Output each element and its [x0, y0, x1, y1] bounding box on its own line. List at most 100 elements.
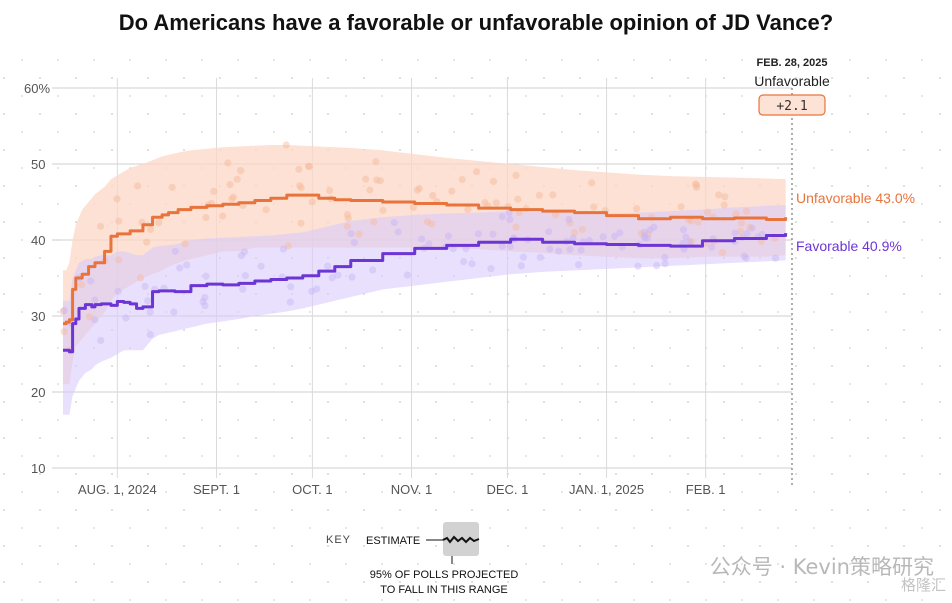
favorable-poll-dot	[569, 234, 577, 242]
unfavorable-poll-dot	[746, 223, 754, 231]
favorable-poll-dot	[661, 260, 669, 268]
unfavorable-poll-dot	[694, 218, 702, 226]
favorable-poll-dot	[257, 262, 265, 270]
legend-key: KEY ESTIMATE 95% OF POLLS PROJECTED TO F…	[326, 522, 518, 596]
unfavorable-poll-dot	[96, 222, 105, 230]
favorable-poll-dot	[517, 262, 525, 270]
favorable-poll-dot	[707, 243, 716, 251]
favorable-poll-dot	[60, 306, 68, 314]
favorable-poll-dot	[334, 271, 342, 279]
unfavorable-poll-dot	[692, 181, 701, 189]
unfavorable-poll-dot	[721, 193, 729, 201]
unfavorable-poll-dot	[297, 219, 305, 227]
favorable-poll-dot	[348, 273, 356, 281]
unfavorable-poll-dot	[228, 195, 236, 203]
favorable-poll-dot	[237, 251, 246, 260]
unfavorable-poll-dot	[59, 308, 67, 316]
favorable-poll-dot	[474, 230, 482, 238]
favorable-poll-dot	[487, 265, 495, 273]
unfavorable-poll-dot	[687, 217, 696, 225]
favorable-poll-dot	[176, 264, 184, 272]
favorable-poll-dot	[347, 230, 355, 238]
unfavorable-poll-dot	[549, 191, 557, 199]
unfavorable-poll-dot	[481, 199, 489, 207]
favorable-poll-dot	[758, 230, 766, 238]
favorable-poll-dot	[460, 257, 468, 266]
unfavorable-poll-dot	[588, 179, 596, 187]
x-tick-label: FEB. 1	[686, 482, 726, 497]
unfavorable-poll-dot	[429, 191, 437, 200]
unfavorable-poll-dot	[155, 219, 163, 227]
unfavorable-end-label: Unfavorable 43.0%	[796, 190, 915, 206]
unfavorable-poll-dot	[344, 214, 352, 222]
unfavorable-poll-dot	[343, 210, 352, 219]
unfavorable-poll-dot	[362, 175, 370, 183]
favorable-poll-dot	[743, 229, 751, 238]
marker-date: FEB. 28, 2025	[757, 57, 828, 69]
favorable-poll-dot	[286, 298, 294, 306]
favorable-poll-dot	[183, 261, 191, 269]
unfavorable-poll-dot	[687, 237, 695, 246]
confidence-bands	[63, 145, 786, 415]
y-tick-label: 60%	[24, 81, 50, 96]
favorable-poll-dot	[748, 224, 756, 232]
favorable-poll-dot	[685, 238, 694, 246]
y-tick-label: 50	[31, 157, 45, 172]
x-tick-label: NOV. 1	[391, 482, 432, 497]
favorable-poll-dot	[565, 215, 573, 224]
unfavorable-poll-dot	[343, 222, 351, 230]
favorable-poll-dot	[114, 287, 122, 295]
favorable-poll-dot	[653, 262, 661, 270]
y-tick-label: 30	[31, 309, 45, 324]
unfavorable-poll-dot	[202, 213, 210, 222]
favorable-poll-dot	[555, 247, 563, 255]
unfavorable-poll-dot	[237, 167, 245, 175]
favorable-poll-dot	[171, 247, 179, 255]
x-axis-ticks: AUG. 1, 2024 SEPT. 1 OCT. 1 NOV. 1 DEC. 1 JAN…	[78, 482, 726, 497]
favorable-poll-dot	[449, 245, 457, 253]
favorable-poll-dot	[506, 215, 514, 224]
unfavorable-poll-dot	[366, 186, 374, 194]
unfavorable-poll-dot	[376, 177, 384, 185]
favorable-poll-dot	[545, 228, 553, 236]
x-tick-label: AUG. 1, 2024	[78, 482, 157, 497]
favorable-poll-dot	[679, 226, 688, 234]
unfavorable-poll-dot	[146, 225, 155, 234]
unfavorable-poll-dot	[113, 195, 121, 203]
favorable-poll-dot	[287, 283, 295, 291]
unfavorable-poll-dot	[644, 230, 652, 238]
favorable-poll-dot	[468, 260, 476, 268]
unfavorable-poll-dot	[308, 198, 316, 206]
favorable-poll-dot	[519, 253, 528, 261]
unfavorable-poll-dot	[262, 206, 270, 214]
unfavorable-poll-dot	[373, 176, 381, 184]
unfavorable-poll-dot	[284, 242, 292, 250]
unfavorable-poll-dot	[472, 168, 481, 176]
favorable-poll-dot	[536, 253, 544, 261]
margin-badge	[758, 94, 826, 116]
favorable-poll-dot	[731, 229, 739, 237]
favorable-poll-dot	[742, 254, 750, 262]
x-tick-label: DEC. 1	[486, 482, 528, 497]
favorable-poll-dot	[566, 245, 574, 253]
unfavorable-poll-dot	[233, 175, 241, 183]
unfavorable-poll-dot	[229, 193, 238, 201]
favorable-poll-dot	[546, 245, 554, 253]
unfavorable-poll-dot	[78, 281, 86, 289]
unfavorable-poll-dot	[489, 177, 498, 186]
unfavorable-poll-dot	[296, 182, 304, 190]
favorable-poll-dot	[646, 226, 654, 234]
unfavorable-poll-dot	[736, 227, 744, 235]
unfavorable-poll-dot	[464, 205, 472, 214]
favorable-poll-dot	[616, 229, 624, 237]
unfavorable-poll-dot	[566, 219, 574, 227]
unfavorable-poll-dot	[379, 206, 387, 214]
favorable-poll-dot	[313, 285, 321, 293]
unfavorable-poll-dot	[372, 158, 380, 166]
favorable-poll-dot	[740, 252, 748, 260]
unfavorable-poll-dot	[115, 217, 123, 225]
favorable-poll-dot	[240, 248, 249, 256]
chart-title: Do Americans have a favorable or unfavor…	[118, 10, 834, 35]
favorable-poll-dot	[97, 336, 105, 345]
